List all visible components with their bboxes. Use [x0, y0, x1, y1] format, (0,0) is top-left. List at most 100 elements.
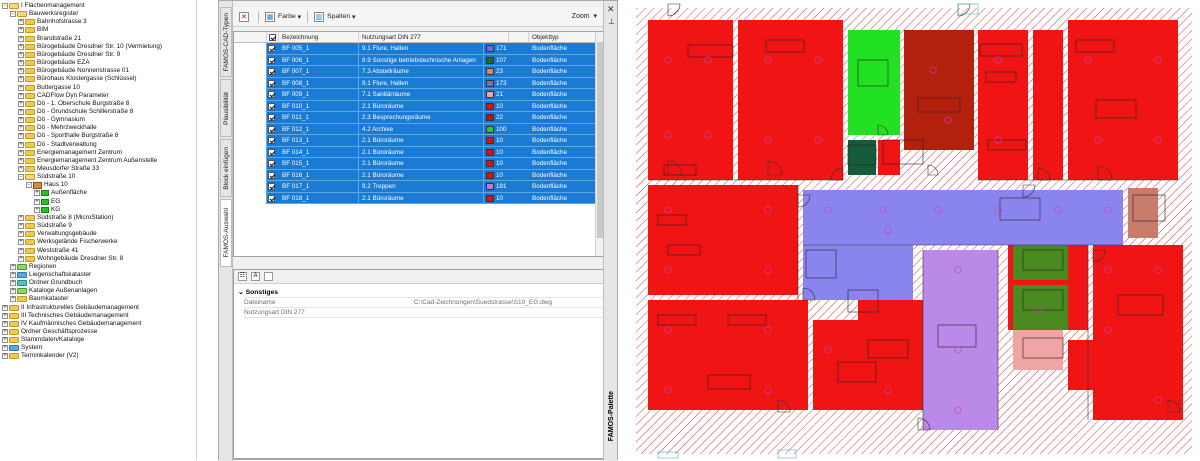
tree-node[interactable]: - Haus 10: [26, 181, 68, 189]
color-swatch[interactable]: [486, 79, 494, 87]
tree-node[interactable]: + Werksgelände Fischerwerke: [18, 238, 118, 246]
table-row[interactable]: BF 005_1 9.1 Flure, Hallen 171 Bodenfläche: [234, 43, 596, 55]
expand-icon[interactable]: +: [18, 76, 24, 83]
expand-icon[interactable]: +: [34, 198, 40, 205]
expand-icon[interactable]: +: [2, 320, 8, 327]
color-swatch[interactable]: [486, 183, 494, 190]
tree-node[interactable]: + Südstraße 8 (MicroStation): [18, 214, 113, 222]
tree-splitter[interactable]: [196, 0, 197, 460]
cad-floor-plan[interactable]: [628, 0, 1200, 460]
color-swatch[interactable]: [486, 91, 494, 98]
row-checkbox[interactable]: [268, 137, 275, 144]
color-swatch[interactable]: [486, 148, 494, 156]
tree-node[interactable]: + Verwaltungsgebäude: [18, 230, 97, 238]
color-swatch[interactable]: [486, 194, 494, 202]
tree-node[interactable]: + Südstraße 9: [18, 222, 72, 230]
tree-node[interactable]: + Bürogebäude Nonnenstrasse 01: [18, 67, 129, 75]
row-checkbox[interactable]: [268, 125, 275, 133]
tree-node[interactable]: + Bürogebäude Dresdner Str. 9: [18, 51, 120, 59]
room-office[interactable]: [858, 300, 923, 340]
row-checkbox[interactable]: [268, 45, 275, 52]
row-checkbox[interactable]: [268, 114, 275, 121]
expand-icon[interactable]: +: [34, 206, 40, 213]
row-header[interactable]: [234, 100, 267, 112]
tree-node[interactable]: + Bürogebäude EZA: [18, 59, 90, 67]
table-row[interactable]: BF 018_1 2.1 Büroräume 10 Bodenfläche: [234, 192, 596, 204]
collapse-icon[interactable]: -: [2, 3, 8, 9]
table-row[interactable]: BF 010_1 2.1 Büroräume 10 Bodenfläche: [234, 100, 596, 112]
expand-icon[interactable]: +: [18, 100, 24, 107]
tree-node[interactable]: + Ordner Grundbuch: [10, 279, 82, 287]
row-header[interactable]: [234, 77, 267, 89]
color-swatch[interactable]: [486, 137, 494, 144]
tree-node[interactable]: + Weststraße 41: [18, 247, 78, 255]
room-office[interactable]: [1093, 245, 1183, 420]
row-checkbox[interactable]: [268, 56, 275, 64]
row-checkbox[interactable]: [268, 102, 275, 110]
tree-node[interactable]: + Dö - Grundschule Schillerstraße 8: [18, 108, 133, 116]
tree-node[interactable]: - Bauwerksregister: [10, 10, 78, 18]
tree-node[interactable]: + Dö - Sporthalle Burgstraße 8: [18, 132, 118, 140]
expand-icon[interactable]: +: [18, 68, 24, 75]
expand-icon[interactable]: +: [2, 312, 8, 319]
expand-icon[interactable]: +: [18, 231, 24, 238]
tree-node[interactable]: + Bahnhofstrasse 3: [18, 18, 87, 26]
expand-icon[interactable]: +: [18, 149, 24, 156]
row-header[interactable]: [234, 66, 267, 78]
expand-icon[interactable]: +: [18, 92, 24, 99]
expand-icon[interactable]: +: [18, 35, 24, 42]
expand-icon[interactable]: +: [18, 157, 24, 164]
alphabetical-sort-icon[interactable]: A: [251, 272, 260, 281]
zoom-dropdown[interactable]: Zoom ▾: [571, 13, 597, 20]
table-row[interactable]: BF 013_1 2.1 Büroräume 10 Bodenfläche: [234, 135, 596, 147]
tree-node[interactable]: + Energiemanagement Zentrum: [18, 149, 122, 157]
tree-node[interactable]: + Stammdaten/Kataloge: [2, 336, 84, 344]
room-stairs[interactable]: [923, 250, 998, 430]
row-checkbox[interactable]: [268, 183, 275, 190]
color-swatch[interactable]: [486, 45, 494, 52]
table-row[interactable]: BF 006_1 8.9 Sonstige betriebstechnische …: [234, 54, 596, 66]
property-category[interactable]: ⌄ Sonstiges: [238, 289, 279, 296]
floor-plan-canvas[interactable]: [628, 0, 1200, 460]
expand-icon[interactable]: +: [2, 304, 8, 311]
room-office[interactable]: [648, 20, 733, 180]
table-row[interactable]: BF 014_1 2.1 Büroräume 10 Bodenfläche: [234, 146, 596, 158]
color-swatch[interactable]: [486, 114, 494, 121]
check-all-checkbox[interactable]: [269, 33, 276, 41]
row-checkbox[interactable]: [268, 171, 275, 179]
tree-node[interactable]: + Liegenschaftskataster: [10, 271, 91, 279]
room-storage[interactable]: [1128, 188, 1158, 238]
row-header[interactable]: [234, 89, 267, 101]
tree-node[interactable]: + Brandstraße 21: [18, 35, 81, 43]
color-swatch[interactable]: [486, 160, 494, 167]
row-checkbox[interactable]: [268, 148, 275, 156]
header-bezeichnung[interactable]: Bezeichnung: [279, 32, 359, 43]
room-office[interactable]: [648, 185, 798, 295]
property-value-dateiname[interactable]: C:\Cad-Zeichnungen\Suedstrasse\S10_EG.dw…: [414, 299, 553, 306]
expand-icon[interactable]: +: [10, 271, 16, 278]
row-header[interactable]: [234, 169, 267, 181]
expand-icon[interactable]: +: [2, 353, 8, 360]
expand-icon[interactable]: +: [18, 27, 24, 34]
color-swatch[interactable]: [486, 171, 494, 179]
tree-node[interactable]: + Wohngebäude Dresdner Str. 8: [18, 255, 123, 263]
expand-icon[interactable]: +: [18, 133, 24, 140]
categorized-view-icon[interactable]: ☷: [238, 272, 247, 281]
farbe-dropdown[interactable]: ▦ Farbe ▾: [265, 11, 302, 22]
color-swatch[interactable]: [486, 56, 494, 64]
expand-icon[interactable]: +: [18, 239, 24, 246]
table-row[interactable]: BF 015_1 2.1 Büroräume 10 Bodenfläche: [234, 158, 596, 170]
tree-node[interactable]: + Regionen: [10, 263, 56, 271]
expand-icon[interactable]: +: [18, 141, 24, 148]
expand-icon[interactable]: +: [2, 337, 8, 344]
room-meeting[interactable]: [904, 30, 974, 150]
property-pages-icon[interactable]: [264, 272, 273, 281]
spalten-dropdown[interactable]: ▥ Spalten ▾: [314, 11, 356, 22]
tree-node[interactable]: + II Infrastrukturelles Gebäudemanagement: [2, 304, 139, 312]
tree-node[interactable]: + Buttergasse 10: [18, 84, 80, 92]
tree-node[interactable]: + Dö - Gymnasium: [18, 116, 85, 124]
row-checkbox[interactable]: [268, 68, 275, 75]
row-header[interactable]: [234, 43, 267, 55]
expand-icon[interactable]: +: [18, 43, 24, 50]
tree-node[interactable]: + System: [2, 344, 42, 352]
